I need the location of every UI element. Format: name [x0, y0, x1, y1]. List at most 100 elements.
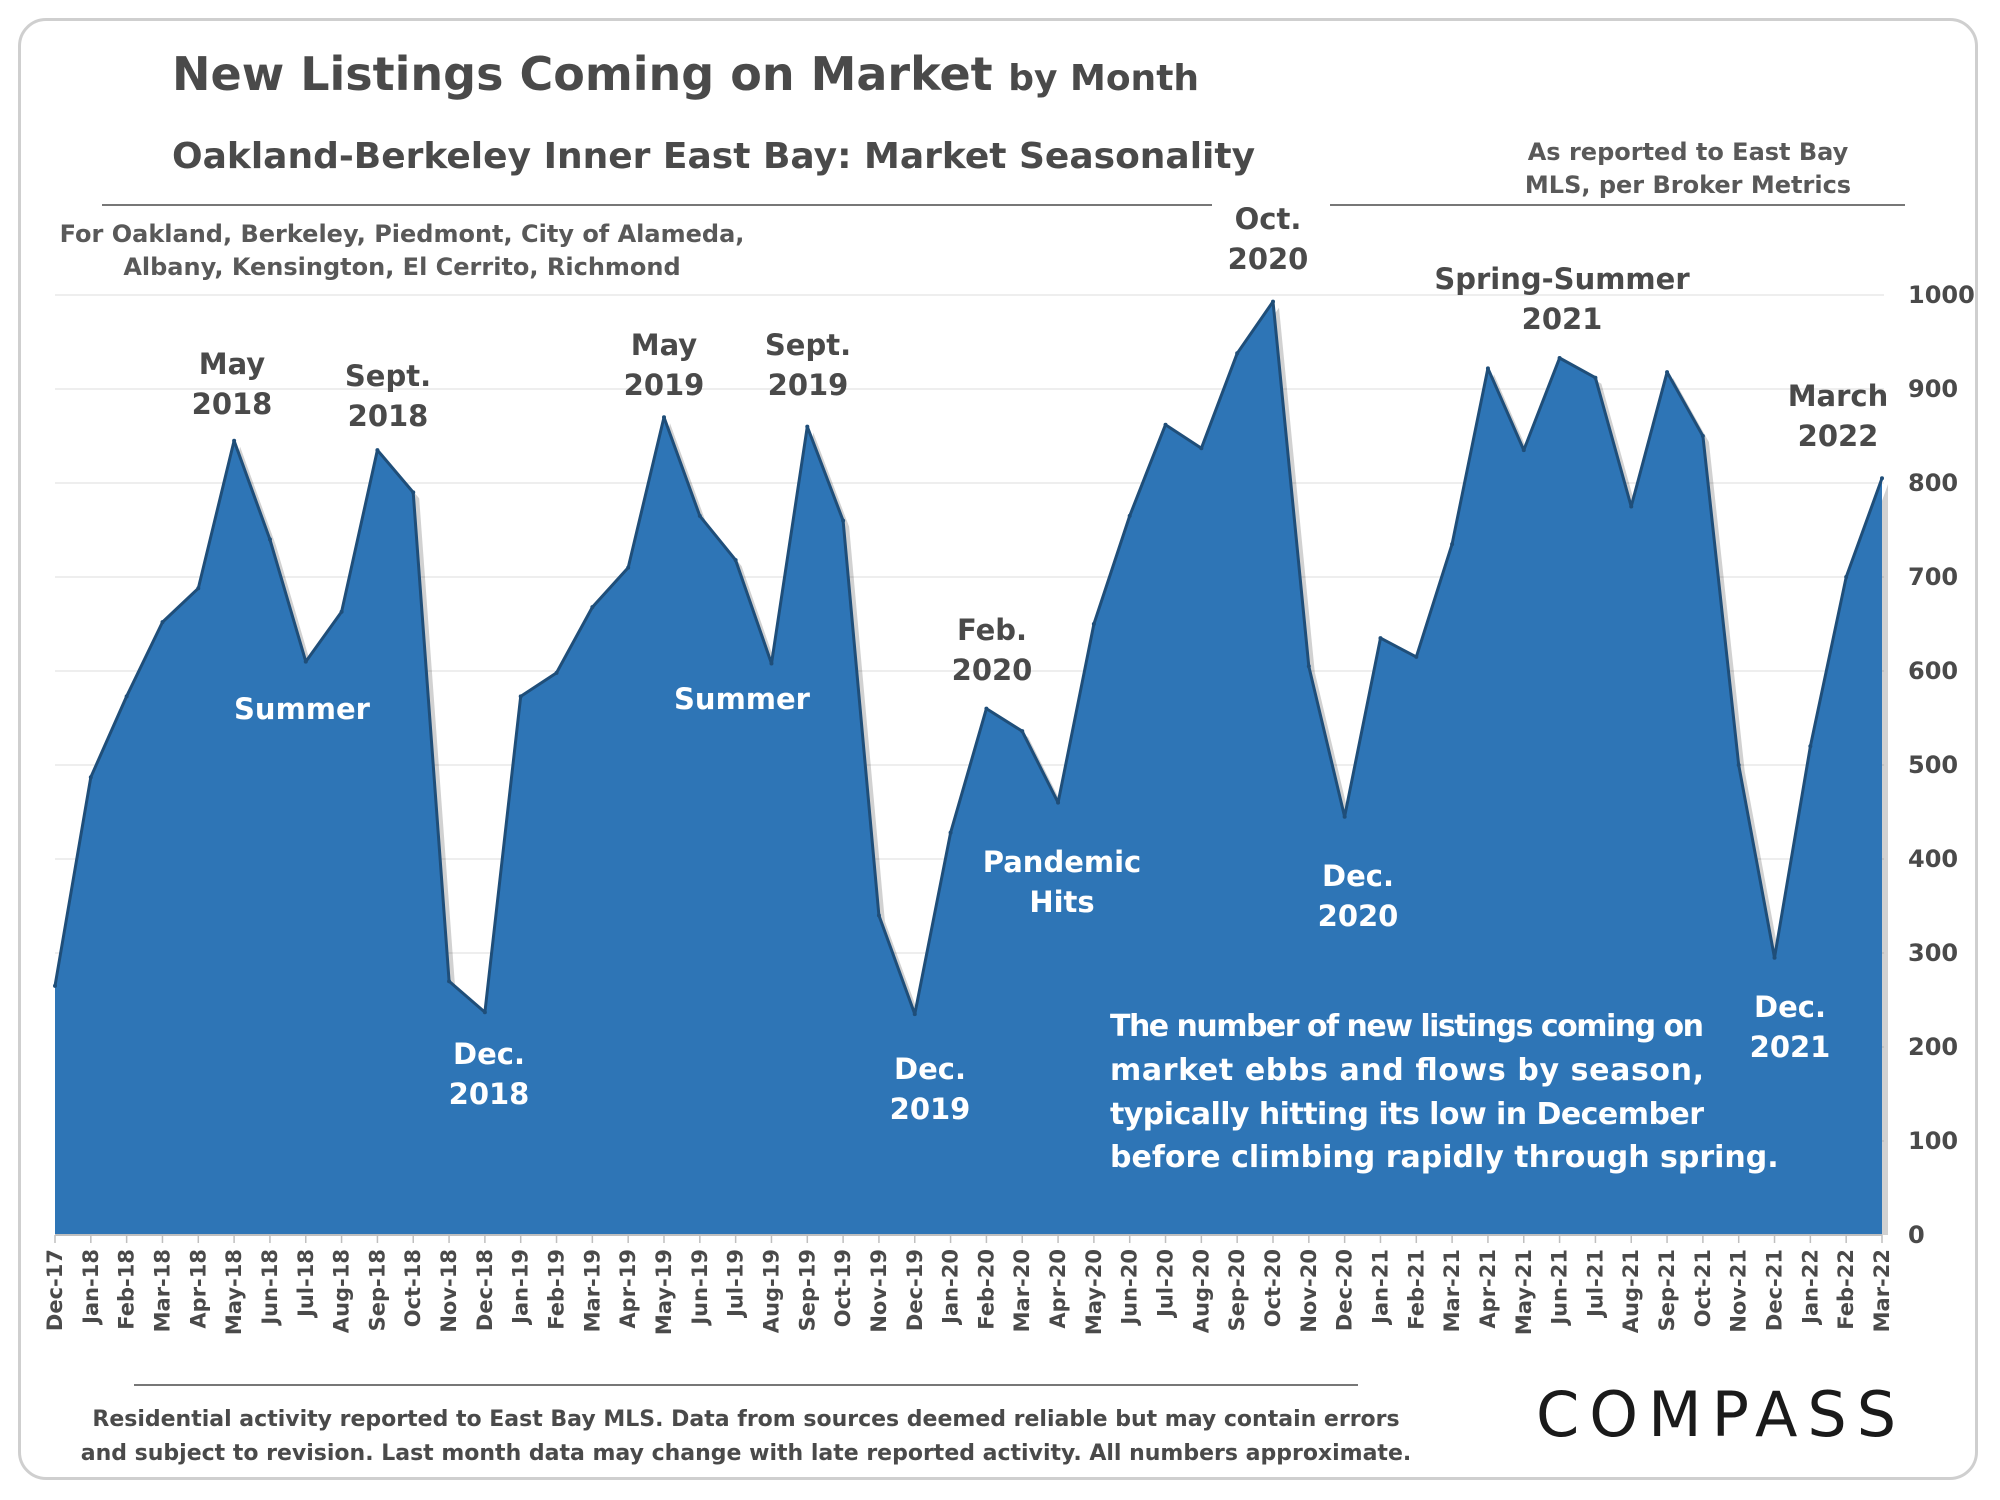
- footer-line1: Residential activity reported to East Ba…: [92, 1407, 1399, 1432]
- data-point: [303, 659, 308, 664]
- y-tick-label: 1000: [1908, 281, 1975, 309]
- x-tick-label: Jun-19: [688, 1249, 712, 1327]
- x-tick-label: Oct-20: [1261, 1249, 1285, 1327]
- annotation-dec-2020-line1: Dec.: [1322, 859, 1394, 893]
- x-tick-label: Jul-21: [1583, 1249, 1607, 1319]
- chart-title: New Listings Coming on Market by Month: [172, 47, 1199, 101]
- x-tick-label: Aug-21: [1619, 1249, 1643, 1333]
- x-tick-label: Sep-20: [1225, 1249, 1249, 1331]
- data-point: [267, 537, 272, 542]
- data-point: [876, 913, 881, 918]
- data-point: [1844, 575, 1849, 579]
- data-point: [1020, 729, 1025, 734]
- x-tick-label: Apr-20: [1046, 1249, 1070, 1329]
- annotation-pandemic-line2: Hits: [1029, 885, 1094, 919]
- x-axis: Dec-17 Jan-18 Feb-18 Mar-18 Apr-18 May-18 Jun-…: [43, 1234, 1894, 1335]
- data-point: [1306, 664, 1311, 669]
- x-tick-label: Jan-18: [79, 1249, 103, 1326]
- x-tick-label: Feb-19: [545, 1249, 569, 1330]
- compass-logo: COMPASS: [1536, 1378, 1906, 1451]
- annotation-oct-2020-line2: 2020: [1228, 242, 1309, 276]
- data-point: [232, 438, 237, 443]
- x-tick-label: Sep-21: [1655, 1249, 1679, 1331]
- annotations: May 2018 Sept. 2018 Summer Dec. 2018 May…: [192, 202, 1889, 1126]
- y-tick-label: 100: [1908, 1127, 1958, 1155]
- x-tick-label: May-20: [1082, 1249, 1106, 1335]
- y-tick-label: 300: [1908, 939, 1958, 967]
- data-point: [1665, 370, 1670, 375]
- data-point: [1593, 375, 1598, 380]
- x-tick-label: Jan-19: [509, 1249, 533, 1326]
- x-tick-label: Aug-19: [759, 1249, 783, 1333]
- annotation-sept-2018-line2: 2018: [348, 399, 429, 433]
- data-point: [1557, 355, 1562, 360]
- data-point: [1521, 448, 1526, 453]
- x-tick-label: Feb-22: [1834, 1249, 1858, 1330]
- x-tick-label: Nov-18: [437, 1249, 461, 1333]
- x-tick-label: Mar-18: [150, 1249, 174, 1332]
- annotation-spring-summer-2021-line1: Spring-Summer: [1434, 262, 1690, 296]
- x-tick-label: Dec-19: [903, 1249, 927, 1331]
- annotation-may-2018-line2: 2018: [192, 387, 273, 421]
- annotation-feb-2020-line1: Feb.: [957, 613, 1027, 647]
- data-point: [1056, 800, 1061, 805]
- data-point: [662, 415, 666, 420]
- area-series: [53, 299, 1888, 1236]
- data-point: [447, 979, 452, 984]
- annotation-dec-2019-line1: Dec.: [894, 1052, 966, 1086]
- data-point: [375, 448, 380, 453]
- coverage-note-line2: Albany, Kensington, El Cerrito, Richmond: [123, 253, 680, 281]
- description-line-3: typically hitting its low in December: [1110, 1097, 1704, 1132]
- x-tick-label: Jun-20: [1118, 1249, 1142, 1327]
- x-tick-label: Dec-17: [43, 1249, 67, 1331]
- y-tick-label: 700: [1908, 563, 1958, 591]
- x-tick-label: Sep-18: [365, 1249, 389, 1331]
- data-point: [160, 620, 165, 625]
- x-tick-label: Mar-20: [1010, 1249, 1034, 1332]
- data-point: [805, 424, 810, 429]
- x-tick-label: Feb-21: [1404, 1249, 1428, 1330]
- x-tick-label: Oct-21: [1691, 1249, 1715, 1327]
- source-note-line1: As reported to East Bay: [1528, 138, 1849, 166]
- x-tick-label: Dec-20: [1333, 1249, 1357, 1331]
- data-point: [554, 670, 559, 675]
- x-tick-label: Jan-20: [939, 1249, 963, 1326]
- annotation-may-2019-line1: May: [631, 328, 698, 362]
- data-point: [697, 513, 702, 518]
- annotation-may-2019-line2: 2019: [624, 368, 705, 402]
- annotation-sept-2019-line1: Sept.: [765, 328, 851, 362]
- x-tick-label: Jan-21: [1368, 1249, 1392, 1326]
- annotation-dec-2021-line1: Dec.: [1754, 990, 1826, 1024]
- x-tick-label: Feb-20: [974, 1249, 998, 1330]
- description-line-1: The number of new listings coming on: [1110, 1009, 1704, 1044]
- x-tick-label: May-19: [652, 1249, 676, 1335]
- x-tick-label: Mar-22: [1870, 1249, 1894, 1332]
- data-point: [841, 518, 846, 523]
- footer-line2: and subject to revision. Last month data…: [81, 1441, 1411, 1466]
- chart-subtitle: Oakland-Berkeley Inner East Bay: Market …: [172, 136, 1255, 177]
- data-point: [912, 1012, 917, 1017]
- x-tick-label: Mar-19: [580, 1249, 604, 1332]
- x-tick-label: Jul-19: [724, 1249, 748, 1319]
- data-point: [1450, 542, 1455, 547]
- data-point: [733, 558, 738, 563]
- x-tick-label: Oct-19: [831, 1249, 855, 1327]
- annotation-spring-summer-2021-line2: 2021: [1522, 302, 1603, 336]
- x-tick-label: Dec-21: [1763, 1249, 1787, 1331]
- data-point: [1772, 955, 1777, 960]
- data-point: [1271, 299, 1275, 304]
- description: The number of new listings coming on mar…: [1110, 1009, 1779, 1175]
- annotation-dec-2018-line2: 2018: [449, 1077, 530, 1111]
- x-tick-label: Jun-21: [1548, 1249, 1572, 1327]
- x-tick-label: Jul-18: [294, 1249, 318, 1319]
- data-point: [1378, 636, 1383, 641]
- data-point: [1880, 476, 1884, 481]
- y-tick-label: 600: [1908, 657, 1958, 685]
- data-point: [88, 775, 93, 780]
- y-tick-label: 400: [1908, 845, 1958, 873]
- data-point: [1199, 446, 1204, 451]
- data-point: [1091, 622, 1096, 626]
- data-point: [482, 1010, 487, 1015]
- y-tick-label: 900: [1908, 375, 1958, 403]
- x-tick-label: Dec-18: [473, 1249, 497, 1331]
